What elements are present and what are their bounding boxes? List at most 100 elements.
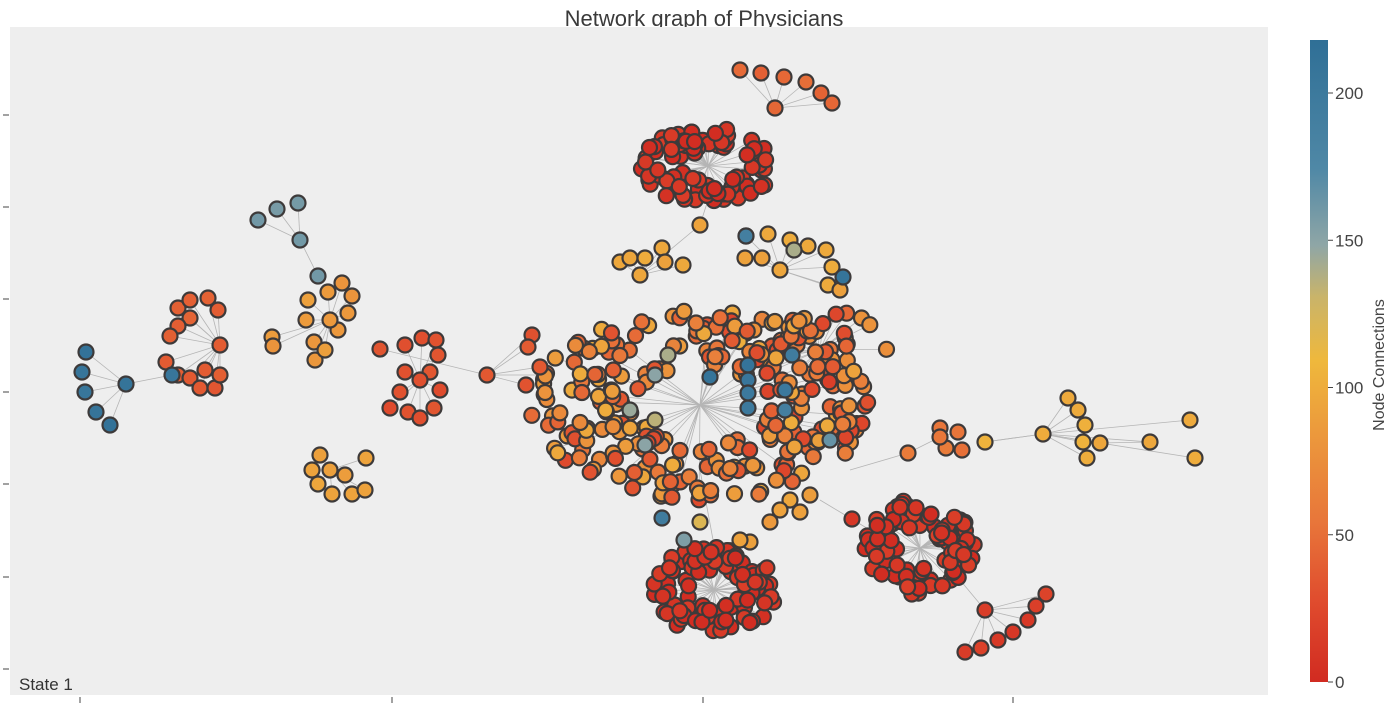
leaf-node[interactable]	[431, 381, 449, 399]
cluster-node[interactable]	[586, 365, 604, 384]
cluster-node[interactable]	[748, 344, 766, 362]
high-degree-node[interactable]	[691, 513, 709, 531]
high-degree-node[interactable]	[785, 241, 803, 259]
leaf-node[interactable]	[823, 94, 841, 112]
leaf-node[interactable]	[181, 309, 199, 327]
cluster-node[interactable]	[858, 393, 877, 411]
leaf-node[interactable]	[211, 366, 229, 384]
cluster-node[interactable]	[536, 383, 554, 402]
leaf-node[interactable]	[1004, 623, 1022, 641]
cluster-node[interactable]	[546, 349, 564, 367]
cluster-node[interactable]	[581, 463, 599, 481]
bridge-node[interactable]	[843, 510, 861, 528]
cluster-node[interactable]	[640, 138, 659, 157]
cluster-node[interactable]	[603, 382, 621, 400]
hub-node[interactable]	[411, 371, 429, 389]
cluster-node[interactable]	[766, 312, 784, 331]
cluster-node[interactable]	[836, 444, 854, 462]
leaf-node[interactable]	[181, 369, 199, 387]
leaf-node[interactable]	[1037, 585, 1055, 603]
leaf-node[interactable]	[1181, 411, 1199, 429]
cluster-node[interactable]	[571, 365, 589, 383]
cluster-node[interactable]	[719, 434, 738, 452]
cluster-node[interactable]	[933, 577, 952, 595]
cluster-node[interactable]	[641, 450, 659, 468]
leaf-node[interactable]	[1186, 449, 1204, 467]
cluster-node[interactable]	[755, 594, 774, 612]
leaf-node[interactable]	[396, 363, 414, 381]
leaf-node[interactable]	[169, 299, 187, 317]
leaf-node[interactable]	[191, 379, 209, 397]
cluster-node[interactable]	[809, 358, 827, 376]
cluster-node[interactable]	[700, 440, 718, 458]
leaf-node[interactable]	[823, 258, 841, 276]
leaf-node[interactable]	[621, 249, 639, 267]
cluster-node[interactable]	[738, 146, 756, 164]
leaf-node[interactable]	[1069, 401, 1087, 419]
cluster-node[interactable]	[649, 161, 667, 179]
cluster-node[interactable]	[702, 543, 720, 561]
cluster-node[interactable]	[523, 406, 541, 424]
hub-node[interactable]	[1034, 425, 1052, 443]
hub-node[interactable]	[771, 261, 789, 279]
cluster-node[interactable]	[702, 482, 720, 500]
cluster-node[interactable]	[570, 449, 589, 467]
leaf-node[interactable]	[1141, 433, 1159, 451]
leaf-node[interactable]	[1019, 611, 1037, 629]
high-degree-node[interactable]	[621, 401, 639, 419]
cluster-node[interactable]	[733, 565, 752, 584]
cluster-node[interactable]	[824, 358, 842, 376]
cluster-node[interactable]	[721, 459, 739, 478]
hub-node[interactable]	[291, 231, 309, 249]
leaf-node[interactable]	[1076, 416, 1094, 434]
leaf-node[interactable]	[73, 363, 91, 381]
hub-node[interactable]	[478, 366, 496, 384]
leaf-node[interactable]	[161, 327, 179, 345]
high-degree-node[interactable]	[646, 366, 664, 384]
cluster-node[interactable]	[738, 322, 756, 340]
leaf-node[interactable]	[268, 200, 286, 218]
cluster-node[interactable]	[566, 336, 585, 354]
cluster-node[interactable]	[580, 342, 598, 361]
cluster-node[interactable]	[724, 170, 742, 188]
cluster-node[interactable]	[693, 613, 711, 631]
cluster-node[interactable]	[660, 559, 679, 577]
cluster-node[interactable]	[900, 519, 919, 537]
cluster-node[interactable]	[717, 596, 735, 615]
leaf-node[interactable]	[306, 351, 324, 369]
leaf-node[interactable]	[429, 346, 447, 364]
cluster-node[interactable]	[675, 302, 693, 320]
high-degree-node[interactable]	[659, 346, 677, 364]
cluster-node[interactable]	[633, 313, 651, 331]
cluster-node[interactable]	[657, 187, 675, 205]
cluster-node[interactable]	[922, 505, 940, 523]
leaf-node[interactable]	[309, 475, 327, 493]
cluster-node[interactable]	[604, 361, 622, 379]
leaf-node[interactable]	[299, 291, 317, 309]
leaf-node[interactable]	[953, 441, 971, 459]
cluster-node[interactable]	[750, 485, 768, 503]
cluster-node[interactable]	[723, 332, 741, 350]
cluster-node[interactable]	[671, 602, 689, 620]
leaf-node[interactable]	[812, 84, 830, 102]
bridge-node[interactable]	[781, 491, 799, 509]
hub-node[interactable]	[931, 428, 949, 446]
leaf-node[interactable]	[264, 337, 282, 355]
leaf-node[interactable]	[636, 249, 654, 267]
cluster-node[interactable]	[915, 559, 933, 578]
cluster-node[interactable]	[840, 397, 858, 415]
cluster-node[interactable]	[661, 473, 680, 491]
leaf-node[interactable]	[209, 301, 227, 319]
cluster-node[interactable]	[604, 418, 622, 436]
leaf-node[interactable]	[289, 194, 307, 212]
high-degree-node[interactable]	[675, 531, 693, 549]
leaf-node[interactable]	[519, 338, 537, 356]
cluster-node[interactable]	[814, 315, 832, 333]
leaf-node[interactable]	[799, 237, 817, 255]
leaf-node[interactable]	[309, 267, 327, 285]
leaf-node[interactable]	[797, 73, 815, 91]
bridge-node[interactable]	[731, 531, 749, 549]
cluster-node[interactable]	[662, 140, 681, 158]
leaf-node[interactable]	[87, 403, 105, 421]
